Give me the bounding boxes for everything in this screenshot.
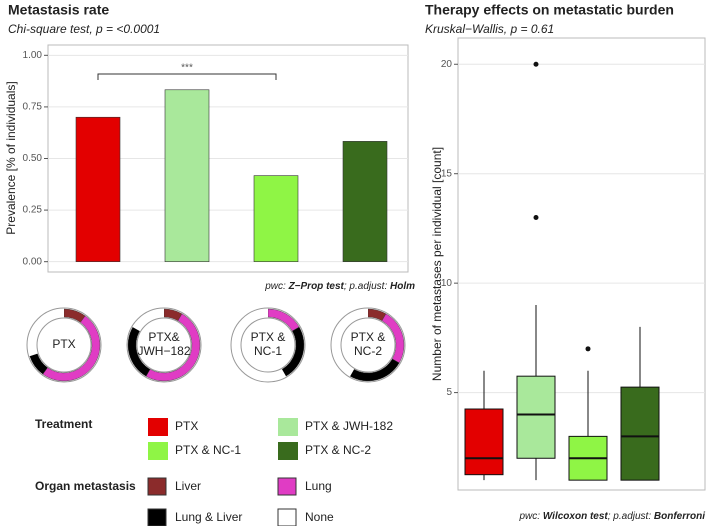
footnote-part: Holm — [390, 281, 415, 292]
legend-label: Liver — [175, 479, 201, 493]
legend-swatch — [148, 442, 168, 460]
footnote-part: Z−Prop test — [288, 281, 345, 292]
chart-title: Metastasis rate — [8, 2, 109, 18]
bar — [342, 141, 388, 262]
legend-label: PTX & NC-2 — [305, 443, 371, 457]
outlier — [533, 214, 539, 220]
legend-swatch — [277, 508, 297, 526]
footnote-part: Bonferroni — [654, 511, 705, 522]
donut-segment — [331, 309, 368, 377]
donut-inner — [240, 317, 296, 373]
legend-title: Organ metastasis — [35, 479, 136, 493]
y-tick-label: 15 — [441, 168, 453, 179]
legend-swatch — [278, 442, 298, 460]
legend-title: Treatment — [35, 417, 92, 431]
y-tick-label: 0.00 — [23, 256, 43, 267]
y-tick-label: 10 — [441, 278, 453, 289]
bar — [164, 89, 210, 262]
y-tick-label: 0.50 — [23, 153, 43, 164]
significance-bracket — [97, 73, 277, 80]
donut-label: PTX& — [148, 330, 179, 344]
donut-inner — [136, 317, 192, 373]
footnote-part: Wilcoxon test — [543, 511, 609, 522]
donut-segment — [27, 309, 64, 357]
donut-segment — [127, 326, 151, 377]
legend-swatch — [148, 418, 168, 436]
donut-segment — [132, 309, 164, 332]
donut-label: PTX & — [251, 330, 286, 344]
outlier — [585, 346, 591, 352]
footnote-part: pwc: — [264, 281, 288, 292]
y-axis-label: Prevalence [% of individuals] — [4, 81, 18, 234]
bar — [253, 175, 299, 262]
box — [620, 386, 660, 481]
donut-label: JWH−182 — [137, 344, 190, 358]
box — [464, 408, 504, 476]
footnote-part: ; p.adjust: — [608, 511, 654, 522]
box — [516, 375, 556, 459]
legend-label: PTX — [175, 419, 198, 433]
y-tick-label: 0.25 — [23, 205, 43, 216]
donut-segment — [281, 326, 305, 377]
chart-title: Therapy effects on metastatic burden — [425, 2, 674, 18]
donut-label: PTX — [52, 337, 75, 351]
legend-label: Lung & Liver — [175, 510, 242, 524]
legend-label: PTX & NC-1 — [175, 443, 241, 457]
chart-subtitle: Chi-square test, p = <0.0001 — [8, 22, 160, 36]
chart-subtitle: Kruskal−Wallis, p = 0.61 — [425, 22, 554, 36]
legend-swatch — [277, 477, 297, 496]
legend-label: PTX & JWH-182 — [305, 419, 393, 433]
footnote: pwc: Wilcoxon test; p.adjust: Bonferroni — [518, 511, 705, 522]
donut-segment — [232, 309, 286, 381]
y-tick-label: 20 — [441, 59, 453, 70]
donut-inner — [36, 317, 92, 373]
bar — [75, 116, 121, 262]
y-tick-label: 5 — [446, 387, 452, 398]
y-tick-label: 0.75 — [23, 102, 43, 113]
y-axis-label: Number of metastases per individual [cou… — [430, 147, 444, 381]
legend-label: Lung — [305, 479, 332, 493]
significance-label: *** — [181, 63, 193, 74]
donut-segment — [349, 358, 400, 382]
footnote: pwc: Z−Prop test; p.adjust: Holm — [264, 281, 415, 292]
legend-swatch — [278, 418, 298, 436]
footnote-part: ; p.adjust: — [344, 281, 390, 292]
legend-swatch — [147, 508, 167, 526]
footnote-part: pwc: — [518, 511, 542, 522]
donut-label: PTX & — [351, 330, 386, 344]
y-tick-label: 1.00 — [23, 50, 43, 61]
outlier — [533, 61, 539, 67]
legend-swatch — [147, 477, 167, 496]
legend-label: None — [305, 510, 334, 524]
donut-label: NC-2 — [354, 344, 382, 358]
donut-label: NC-1 — [254, 344, 282, 358]
donut-inner — [340, 317, 396, 373]
